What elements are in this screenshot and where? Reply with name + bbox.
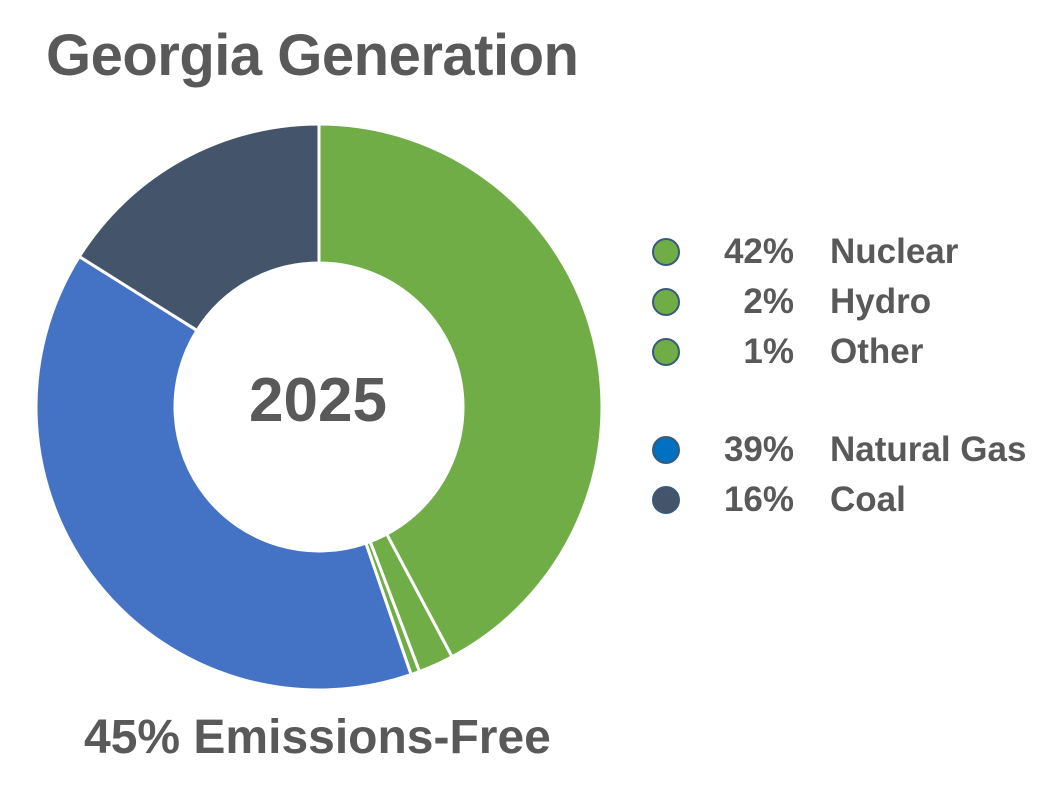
legend-marker: [652, 486, 680, 514]
legend-label: Coal: [830, 480, 906, 519]
legend-percent: 42%: [723, 232, 794, 271]
legend-label: Natural Gas: [830, 430, 1027, 469]
legend-marker: [652, 238, 680, 266]
chart-title: Georgia Generation: [46, 23, 579, 88]
legend-marker: [652, 288, 680, 316]
legend-marker: [652, 338, 680, 366]
donut-slice-natural-gas: [34, 254, 414, 692]
legend-label: Hydro: [830, 282, 932, 321]
legend-label: Other: [830, 332, 924, 371]
donut-slice-nuclear: [317, 122, 604, 659]
center-year-label: 2025: [249, 366, 387, 435]
legend-percent: 1%: [743, 332, 794, 371]
legend-label: Nuclear: [830, 232, 959, 271]
emissions-free-summary: 45% Emissions-Free: [84, 711, 551, 764]
legend-percent: 39%: [723, 430, 794, 469]
legend-percent: 2%: [743, 282, 794, 321]
legend-percent: 16%: [723, 480, 794, 519]
legend-marker: [652, 436, 680, 464]
donut-slice-coal: [77, 122, 321, 333]
